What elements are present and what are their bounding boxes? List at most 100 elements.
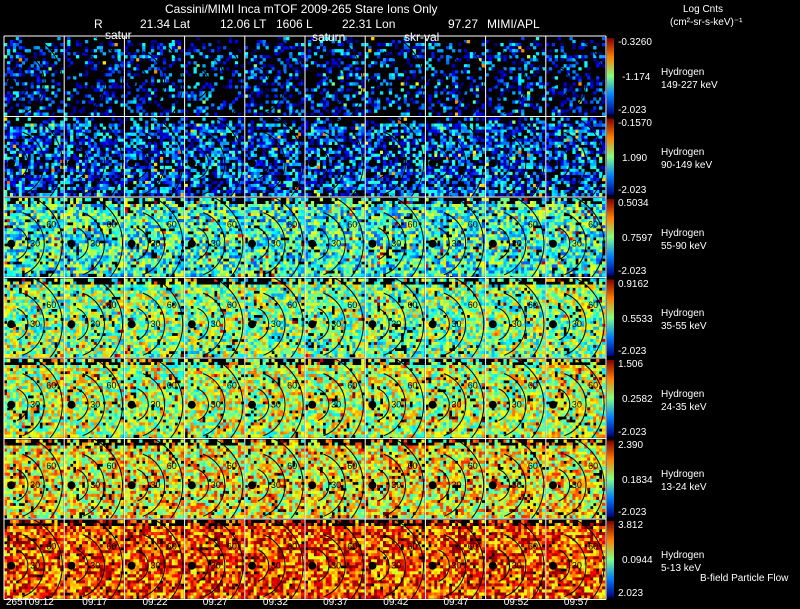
contour-label: 60 (468, 461, 478, 471)
contour-label: 60 (468, 381, 478, 391)
saturn-disk (67, 401, 75, 409)
saturn-disk (67, 562, 75, 570)
colorbar (607, 38, 614, 115)
saturn-disk (368, 401, 376, 409)
colorbar (607, 119, 614, 196)
saturn-disk (128, 320, 136, 328)
energy-label: 149-227 keV (661, 80, 718, 92)
saturn-disk (429, 159, 437, 167)
contour-label: 30 (271, 561, 281, 571)
saturn-disk (248, 320, 256, 328)
colorbar-mid-label: -1.174 (622, 72, 650, 84)
colorbar-min-label: -2.023 (618, 185, 646, 197)
saturn-disk (248, 79, 256, 87)
contour-label: 30 (391, 239, 401, 249)
contour-label: 60 (468, 300, 478, 310)
saturn-disk (429, 401, 437, 409)
contour-label: 30 (151, 561, 161, 571)
saturn-disk (67, 159, 75, 167)
heatmap-panel: 30 60 (124, 518, 183, 609)
saturn-disk (7, 320, 15, 328)
contour-label: 60 (347, 461, 357, 471)
contour-label: 60 (227, 300, 237, 310)
colorbar-mid-label: 1.090 (622, 153, 647, 165)
saturn-disk (67, 79, 75, 87)
contour-label: 60 (46, 300, 56, 310)
saturn-disk (549, 320, 557, 328)
saturn-disk (489, 320, 497, 328)
saturn-disk (188, 401, 196, 409)
colorbar-min-label: -2.023 (618, 266, 646, 278)
contour-label: 30 (452, 480, 462, 490)
contour-label: 30 (572, 239, 582, 249)
contour-label: 60 (287, 461, 297, 471)
saturn-disk (128, 481, 136, 489)
saturn-disk (7, 240, 15, 248)
species-label: Hydrogen (661, 228, 704, 240)
contour-label: 30 (30, 400, 40, 410)
contour-label: 30 (90, 239, 100, 249)
colorbar (607, 521, 614, 598)
contour-label: 60 (167, 542, 177, 552)
time-tick-label: 09:32 (263, 597, 288, 609)
colorbar-mid-label: 0.2582 (622, 394, 653, 406)
saturn-disk (67, 240, 75, 248)
saturn-disk (7, 401, 15, 409)
saturn-disk (489, 401, 497, 409)
species-label: Hydrogen (661, 308, 704, 320)
saturn-disk (549, 240, 557, 248)
colorbar (607, 441, 614, 518)
saturn-disk (549, 401, 557, 409)
contour-label: 60 (588, 300, 598, 310)
time-tick-label: 09:37 (323, 597, 348, 609)
contour-label: 60 (167, 381, 177, 391)
contour-label: 60 (468, 542, 478, 552)
contour-label: 30 (211, 319, 221, 329)
saturn-disk (67, 320, 75, 328)
saturn-disk (308, 320, 316, 328)
contour-label: 30 (331, 561, 341, 571)
contour-label: 60 (107, 220, 117, 230)
energy-label: 90-149 keV (661, 160, 712, 172)
contour-label: 60 (408, 381, 418, 391)
contour-label: 30 (271, 319, 281, 329)
contour-label: 30 (151, 239, 161, 249)
colorbar-mid-label: 0.7597 (622, 233, 653, 245)
contour-label: 30 (452, 239, 462, 249)
contour-label: 30 (391, 400, 401, 410)
energy-label: 55-90 keV (661, 241, 707, 253)
contour-label: 30 (211, 239, 221, 249)
saturn-disk (489, 79, 497, 87)
colorbar-max-label: 3.812 (618, 520, 643, 532)
saturn-disk (368, 240, 376, 248)
contour-label: 30 (512, 561, 522, 571)
contour-label: 60 (46, 461, 56, 471)
time-tick-label: 09:22 (143, 597, 168, 609)
saturn-disk (429, 562, 437, 570)
contour-label: 60 (347, 220, 357, 230)
contour-label: 30 (572, 400, 582, 410)
species-label: Hydrogen (661, 389, 704, 401)
saturn-disk (7, 159, 15, 167)
saturn-disk (368, 481, 376, 489)
footer-note: B-field Particle Flow (700, 573, 788, 584)
contour-label: 30 (30, 239, 40, 249)
colorbar-min-label: 2.023 (618, 588, 643, 600)
contour-label: 60 (528, 461, 538, 471)
saturn-label-b: saturn (312, 30, 345, 44)
saturn-disk (7, 79, 15, 87)
saturn-disk (7, 481, 15, 489)
time-tick-label: 09:27 (203, 597, 228, 609)
saturn-disk (128, 240, 136, 248)
saturn-disk (7, 562, 15, 570)
saturn-disk (489, 481, 497, 489)
saturn-disk (429, 79, 437, 87)
saturn-disk (248, 481, 256, 489)
saturn-disk (368, 320, 376, 328)
contour-label: 30 (512, 319, 522, 329)
contour-label: 30 (331, 319, 341, 329)
